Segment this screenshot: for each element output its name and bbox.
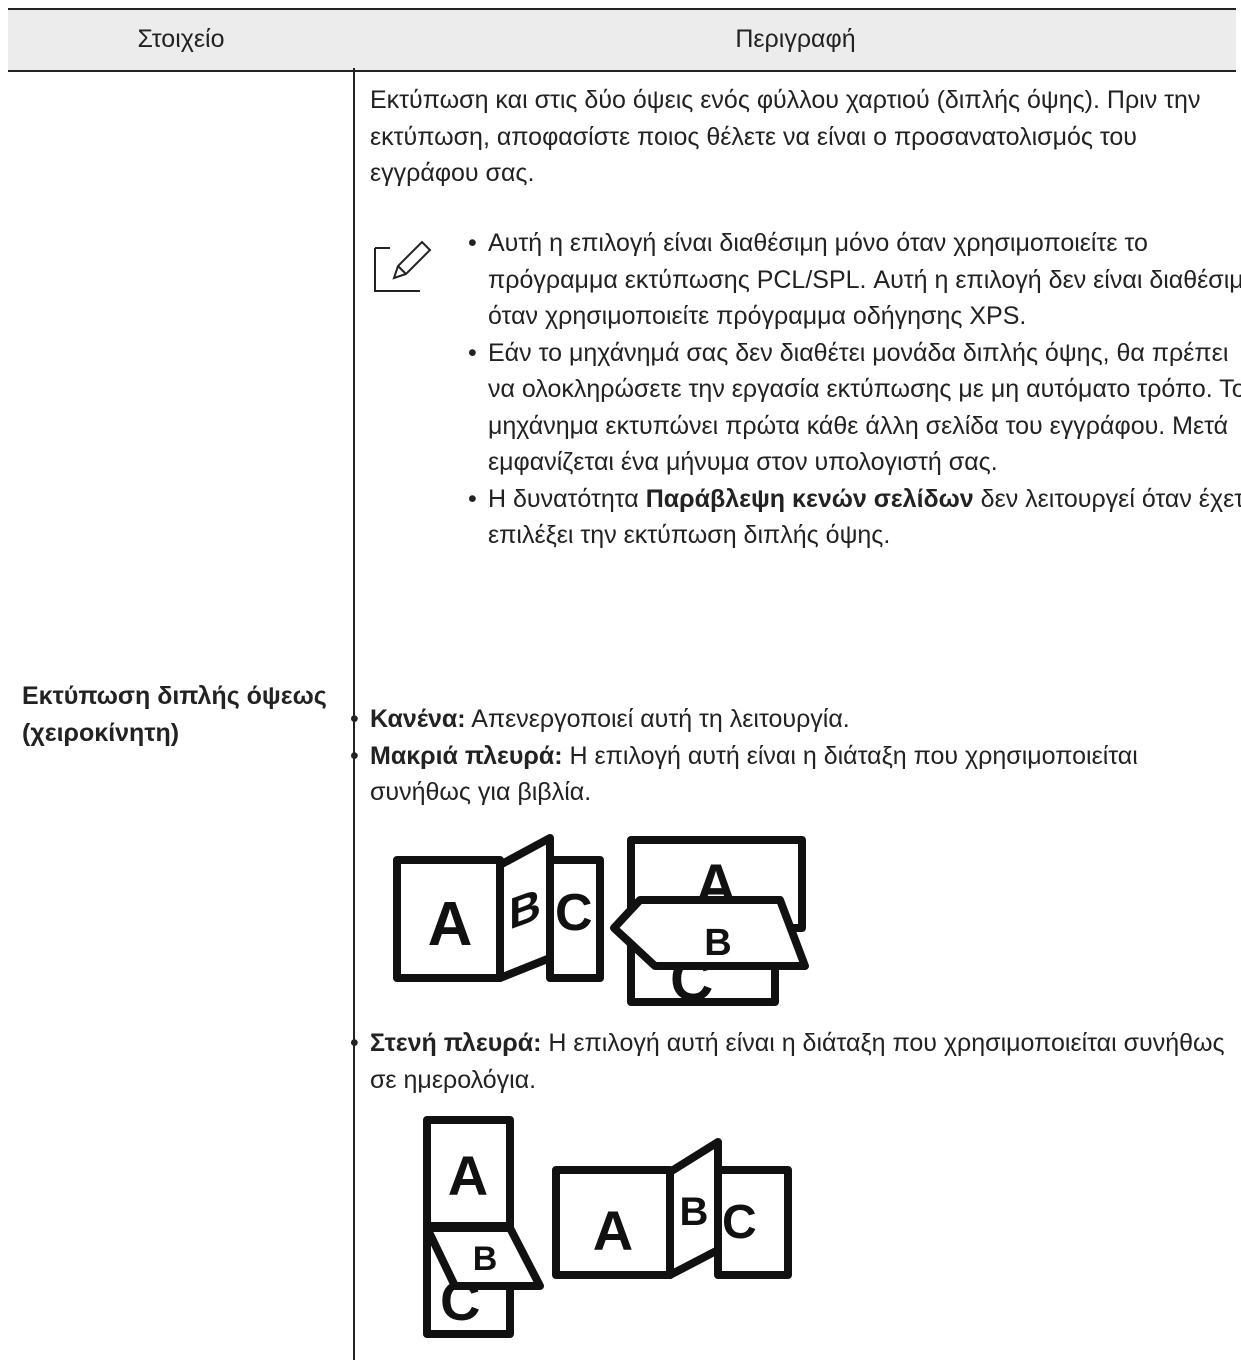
figure-letter: A [428, 890, 473, 959]
note-bold: Παράβλεψη κενών σελίδων [645, 484, 974, 513]
figure-letter: A [448, 1144, 488, 1207]
figure-letter: B [509, 878, 541, 939]
header-cell: Στοιχείο [137, 25, 225, 53]
option: Κανένα: Απενεργοποιεί αυτή τη λειτουργία… [350, 701, 1240, 738]
option: Στενή πλευρά: Η επιλογή αυτή είναι η διά… [350, 1025, 1240, 1098]
option: Μακριά πλευρά: Η επιλογή αυτή είναι η δι… [350, 738, 1240, 811]
option-list: Στενή πλευρά: Η επιλογή αυτή είναι η διά… [348, 1025, 1240, 1098]
note-list: Αυτή η επιλογή είναι διαθέσιμη μόνο όταν… [466, 225, 1241, 554]
option-label: Κανένα: [370, 705, 466, 733]
note: Εάν το μηχάνημά σας δεν διαθέτει μονάδα … [468, 335, 1241, 481]
figure-letter: B [704, 922, 731, 964]
option-label: Μακριά πλευρά: [370, 741, 563, 770]
note-icon [374, 240, 432, 292]
item-cell: Εκτύπωση διπλής όψεως (χειροκίνητη) [22, 682, 327, 747]
note: Αυτή η επιλογή είναι διαθέσιμη μόνο όταν… [468, 225, 1241, 335]
figure-letter: A [593, 1199, 633, 1262]
note-text: Η δυνατότητα [488, 484, 639, 513]
header-cell: Περιγραφή [735, 25, 856, 53]
option-text: Η επιλογή αυτή είναι η διάταξη που χρησι… [370, 741, 1138, 807]
option-text: Η επιλογή αυτή είναι η διάταξη που χρησι… [370, 1029, 1225, 1094]
figure-letter: C [555, 884, 593, 942]
note-text: δεν λειτουργεί όταν έχετε επιλέξει την ε… [488, 484, 1241, 550]
figure-letter: B [473, 1240, 498, 1278]
long-edge-figure: A C B A C B [393, 834, 809, 1013]
header-row [8, 8, 1236, 72]
note: Η δυνατότητα Παράβλεψη κενών σελίδων δεν… [468, 481, 1241, 554]
figure-letter: B [680, 1190, 709, 1234]
short-edge-figure: A C B A C B [423, 1116, 792, 1338]
figure-letter: C [722, 1196, 757, 1249]
option-list: Κανένα: Απενεργοποιεί αυτή τη λειτουργία… [348, 701, 1240, 811]
option-text: Απενεργοποιεί αυτή τη λειτουργία. [471, 705, 850, 733]
intro: Εκτύπωση και στις δύο όψεις ενός φύλλου … [370, 86, 1201, 187]
option-label: Στενή πλευρά: [370, 1029, 542, 1057]
